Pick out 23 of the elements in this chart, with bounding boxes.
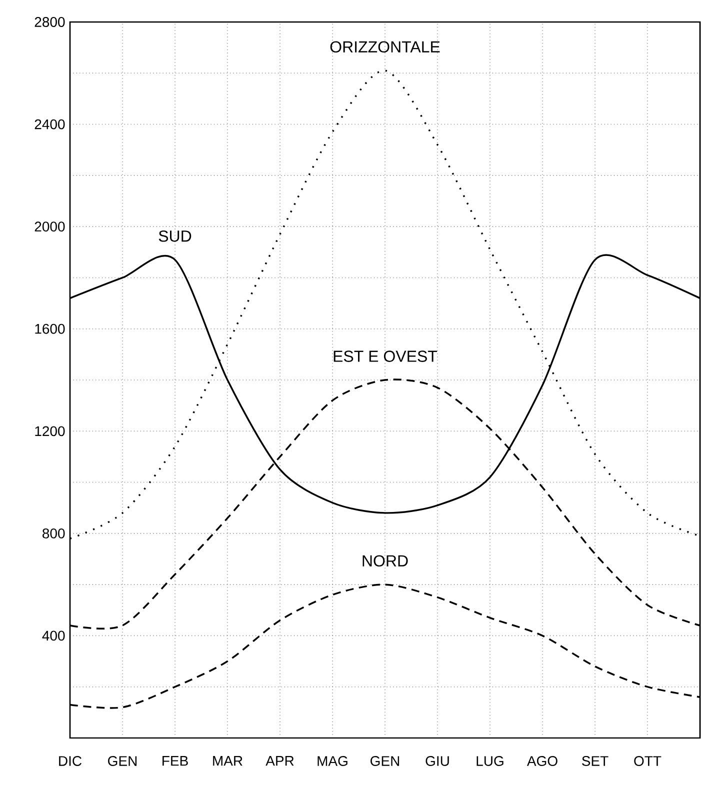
x-tick-label: GEN [108, 756, 137, 766]
y-tick-label: 400 [42, 630, 65, 641]
x-tick-label: MAR [213, 756, 242, 766]
y-tick-label: 2000 [34, 222, 65, 232]
y-tick-label: 1200 [35, 426, 65, 436]
x-tick-label: DIC [59, 756, 82, 766]
x-tick-label: OTT [634, 756, 662, 766]
x-tick-label: SET [582, 756, 608, 766]
y-tick-label: 2800 [34, 17, 65, 27]
y-tick-label: 800 [42, 528, 65, 538]
series-label: SUD [158, 230, 192, 242]
y-tick-label: 1600 [35, 324, 65, 334]
x-tick-label: FEB [162, 756, 188, 766]
x-tick-label: GEN [370, 756, 400, 766]
series-label: ORIZZONTALE [330, 41, 440, 53]
y-tick-label: 2400 [34, 119, 65, 130]
x-tick-label: MAG [318, 756, 348, 766]
x-tick-label: AGO [526, 756, 558, 766]
series-label: NORD [362, 555, 408, 567]
x-tick-label: LUG [476, 756, 504, 766]
series-label: EST E OVEST [334, 350, 438, 362]
x-tick-label: APR [266, 756, 294, 766]
x-tick-label: GIU [426, 756, 449, 766]
